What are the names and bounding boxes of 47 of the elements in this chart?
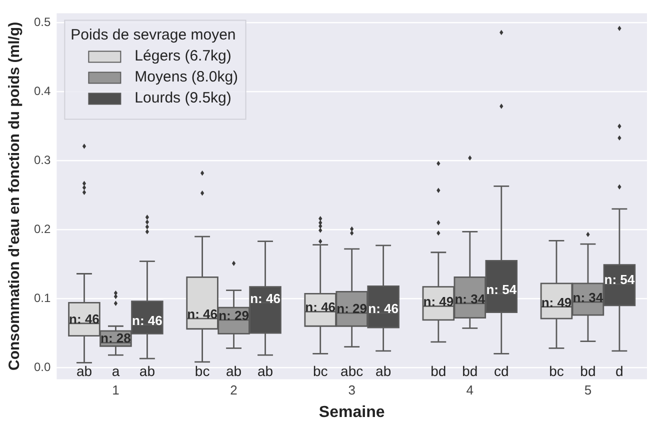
x-tick-label: 1 xyxy=(112,382,120,398)
y-tick-label: 0.0 xyxy=(34,360,51,374)
legend-label: Lourds (9.5kg) xyxy=(134,89,232,106)
annotation: n: 46 xyxy=(368,301,398,316)
annotation: n: 29 xyxy=(336,301,368,316)
legend-label: Légers (6.7kg) xyxy=(134,47,232,64)
annotation: n: 49 xyxy=(423,294,454,310)
legend-title: Poids de sevrage moyen xyxy=(70,26,236,44)
annotation: ab xyxy=(139,363,156,380)
y-tick-label: 0.1 xyxy=(34,290,51,305)
annotation: cd xyxy=(494,363,509,380)
annotation: n: 46 xyxy=(305,300,336,315)
x-tick-label: 5 xyxy=(584,382,592,398)
y-tick-label: 0.2 xyxy=(34,222,51,236)
x-tick-label: 4 xyxy=(466,382,474,398)
annotation: n: 34 xyxy=(454,291,486,306)
x-tick-label: 2 xyxy=(230,382,238,398)
annotation: n: 28 xyxy=(100,330,131,346)
annotation: bd xyxy=(580,363,596,380)
annotation: bc xyxy=(194,363,210,380)
annotation: bd xyxy=(430,363,446,380)
annotation: d xyxy=(616,363,624,380)
annotation: n: 54 xyxy=(486,282,518,297)
y-tick-label: 0.4 xyxy=(34,84,51,98)
annotation: n: 54 xyxy=(604,272,636,288)
annotation: a xyxy=(112,363,120,380)
x-tick-label: 3 xyxy=(348,382,356,398)
annotation: bd xyxy=(462,363,478,380)
annotation: ab xyxy=(76,363,92,380)
y-tick-label: 0.5 xyxy=(34,15,51,30)
x-axis-title: Semaine xyxy=(318,404,385,421)
annotation: n: 46 xyxy=(69,311,100,326)
annotation: n: 29 xyxy=(218,308,249,323)
annotation: ab xyxy=(376,363,392,380)
annotation: abc xyxy=(340,363,364,380)
annotation: ab xyxy=(226,363,242,380)
annotation: n: 46 xyxy=(187,306,218,322)
annotation: n: 49 xyxy=(541,294,572,310)
annotation: bc xyxy=(549,363,564,380)
annotation: ab xyxy=(257,363,274,380)
y-axis-title: Consommation d'eau en fonction du poids (ml/g) xyxy=(6,22,24,370)
annotation: n: 46 xyxy=(250,290,280,306)
annotation: n: 34 xyxy=(572,290,604,306)
annotation: n: 46 xyxy=(132,312,162,328)
y-tick-label: 0.3 xyxy=(34,153,51,168)
legend-label: Moyens (8.0kg) xyxy=(134,68,238,86)
annotation: bc xyxy=(312,363,328,380)
